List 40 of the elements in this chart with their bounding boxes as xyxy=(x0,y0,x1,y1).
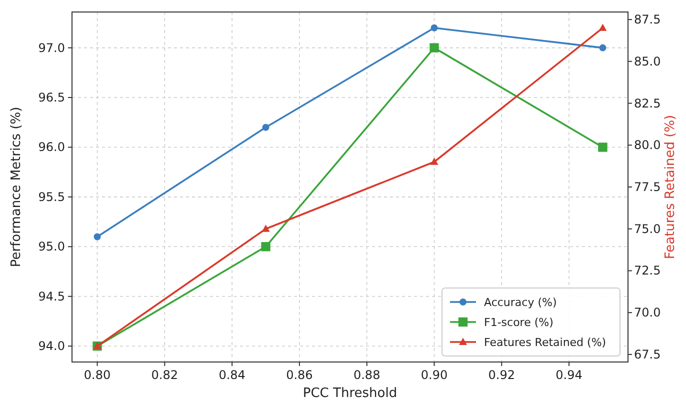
y2-tick-label: 67.5 xyxy=(634,347,661,362)
y-tick-label: 97.0 xyxy=(38,40,65,55)
y2-tick-label: 75.0 xyxy=(634,222,661,236)
y-tick-label: 94.0 xyxy=(38,339,65,354)
x-axis-title: PCC Threshold xyxy=(302,386,398,401)
y2-axis-title: Features Retained (%) xyxy=(663,114,678,260)
point xyxy=(94,233,101,240)
y2-tick-label: 82.5 xyxy=(634,96,661,110)
y-tick-label: 95.0 xyxy=(38,240,65,254)
point xyxy=(599,44,606,52)
point xyxy=(430,24,438,32)
point xyxy=(261,242,270,252)
x-tick-label: 0.90 xyxy=(420,368,448,382)
y-tick-label: 94.5 xyxy=(38,289,65,304)
point xyxy=(430,158,438,165)
y2-tick-label: 70.0 xyxy=(634,306,661,320)
point xyxy=(262,124,270,131)
point xyxy=(262,224,270,232)
legend-label: Accuracy (%) xyxy=(484,296,557,309)
y2-tick-label: 80.0 xyxy=(634,138,661,152)
x-tick-label: 0.86 xyxy=(286,368,313,382)
y-tick-label: 96.5 xyxy=(38,90,65,105)
point xyxy=(598,24,607,31)
point xyxy=(598,142,608,152)
x-tick-label: 0.88 xyxy=(353,368,380,382)
legend-label: Features Retained (%) xyxy=(484,336,606,349)
y-tick-label: 96.0 xyxy=(38,140,65,154)
x-tick-label: 0.94 xyxy=(556,368,582,382)
y-tick-label: 95.5 xyxy=(38,190,65,204)
y2-tick-label: 72.5 xyxy=(634,264,661,278)
y2-tick-label: 87.5 xyxy=(634,12,661,27)
x-tick-label: 0.80 xyxy=(84,368,111,382)
x-tick-label: 0.92 xyxy=(488,368,515,382)
legend-label: F1-score (%) xyxy=(484,316,554,329)
x-tick-label: 0.82 xyxy=(151,368,178,382)
point xyxy=(430,43,439,52)
x-tick-label: 0.84 xyxy=(218,368,246,382)
y-axis-title: Performance Metrics (%) xyxy=(9,106,24,268)
y2-tick-label: 77.5 xyxy=(634,180,661,194)
y2-tick-label: 85.0 xyxy=(634,54,661,68)
